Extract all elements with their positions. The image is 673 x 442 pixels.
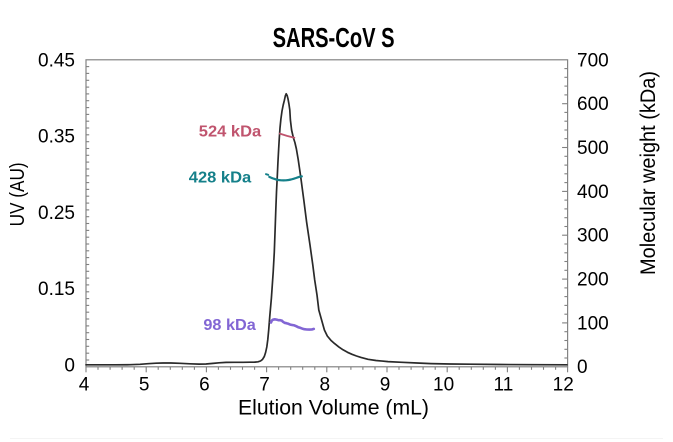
svg-text:6: 6: [199, 375, 210, 396]
svg-text:0: 0: [64, 356, 75, 377]
svg-text:428 kDa: 428 kDa: [189, 169, 252, 186]
svg-text:200: 200: [577, 270, 609, 291]
svg-text:500: 500: [577, 138, 609, 159]
svg-text:4: 4: [79, 375, 90, 396]
svg-text:11: 11: [494, 375, 514, 396]
svg-text:98 kDa: 98 kDa: [203, 317, 256, 334]
svg-text:300: 300: [577, 226, 609, 247]
svg-text:0.25: 0.25: [38, 203, 75, 224]
svg-text:UV (AU): UV (AU): [7, 162, 29, 226]
svg-text:8: 8: [320, 375, 331, 396]
svg-text:0: 0: [577, 357, 588, 378]
svg-text:524 kDa: 524 kDa: [199, 124, 261, 141]
svg-text:700: 700: [577, 50, 609, 71]
svg-text:10: 10: [433, 375, 454, 396]
svg-text:7: 7: [259, 375, 270, 396]
svg-text:0.15: 0.15: [38, 279, 75, 300]
svg-text:Elution Volume (mL): Elution Volume (mL): [238, 397, 429, 420]
svg-text:12: 12: [553, 375, 574, 396]
svg-text:100: 100: [577, 313, 609, 334]
svg-text:Molecular weight (kDa): Molecular weight (kDa): [637, 71, 660, 275]
svg-text:5: 5: [139, 375, 150, 396]
svg-text:600: 600: [577, 94, 609, 115]
svg-text:SARS-CoV S: SARS-CoV S: [273, 22, 395, 53]
svg-text:0.45: 0.45: [38, 50, 75, 71]
svg-text:9: 9: [380, 375, 391, 396]
svg-text:0.35: 0.35: [38, 127, 75, 148]
svg-text:400: 400: [577, 182, 609, 203]
